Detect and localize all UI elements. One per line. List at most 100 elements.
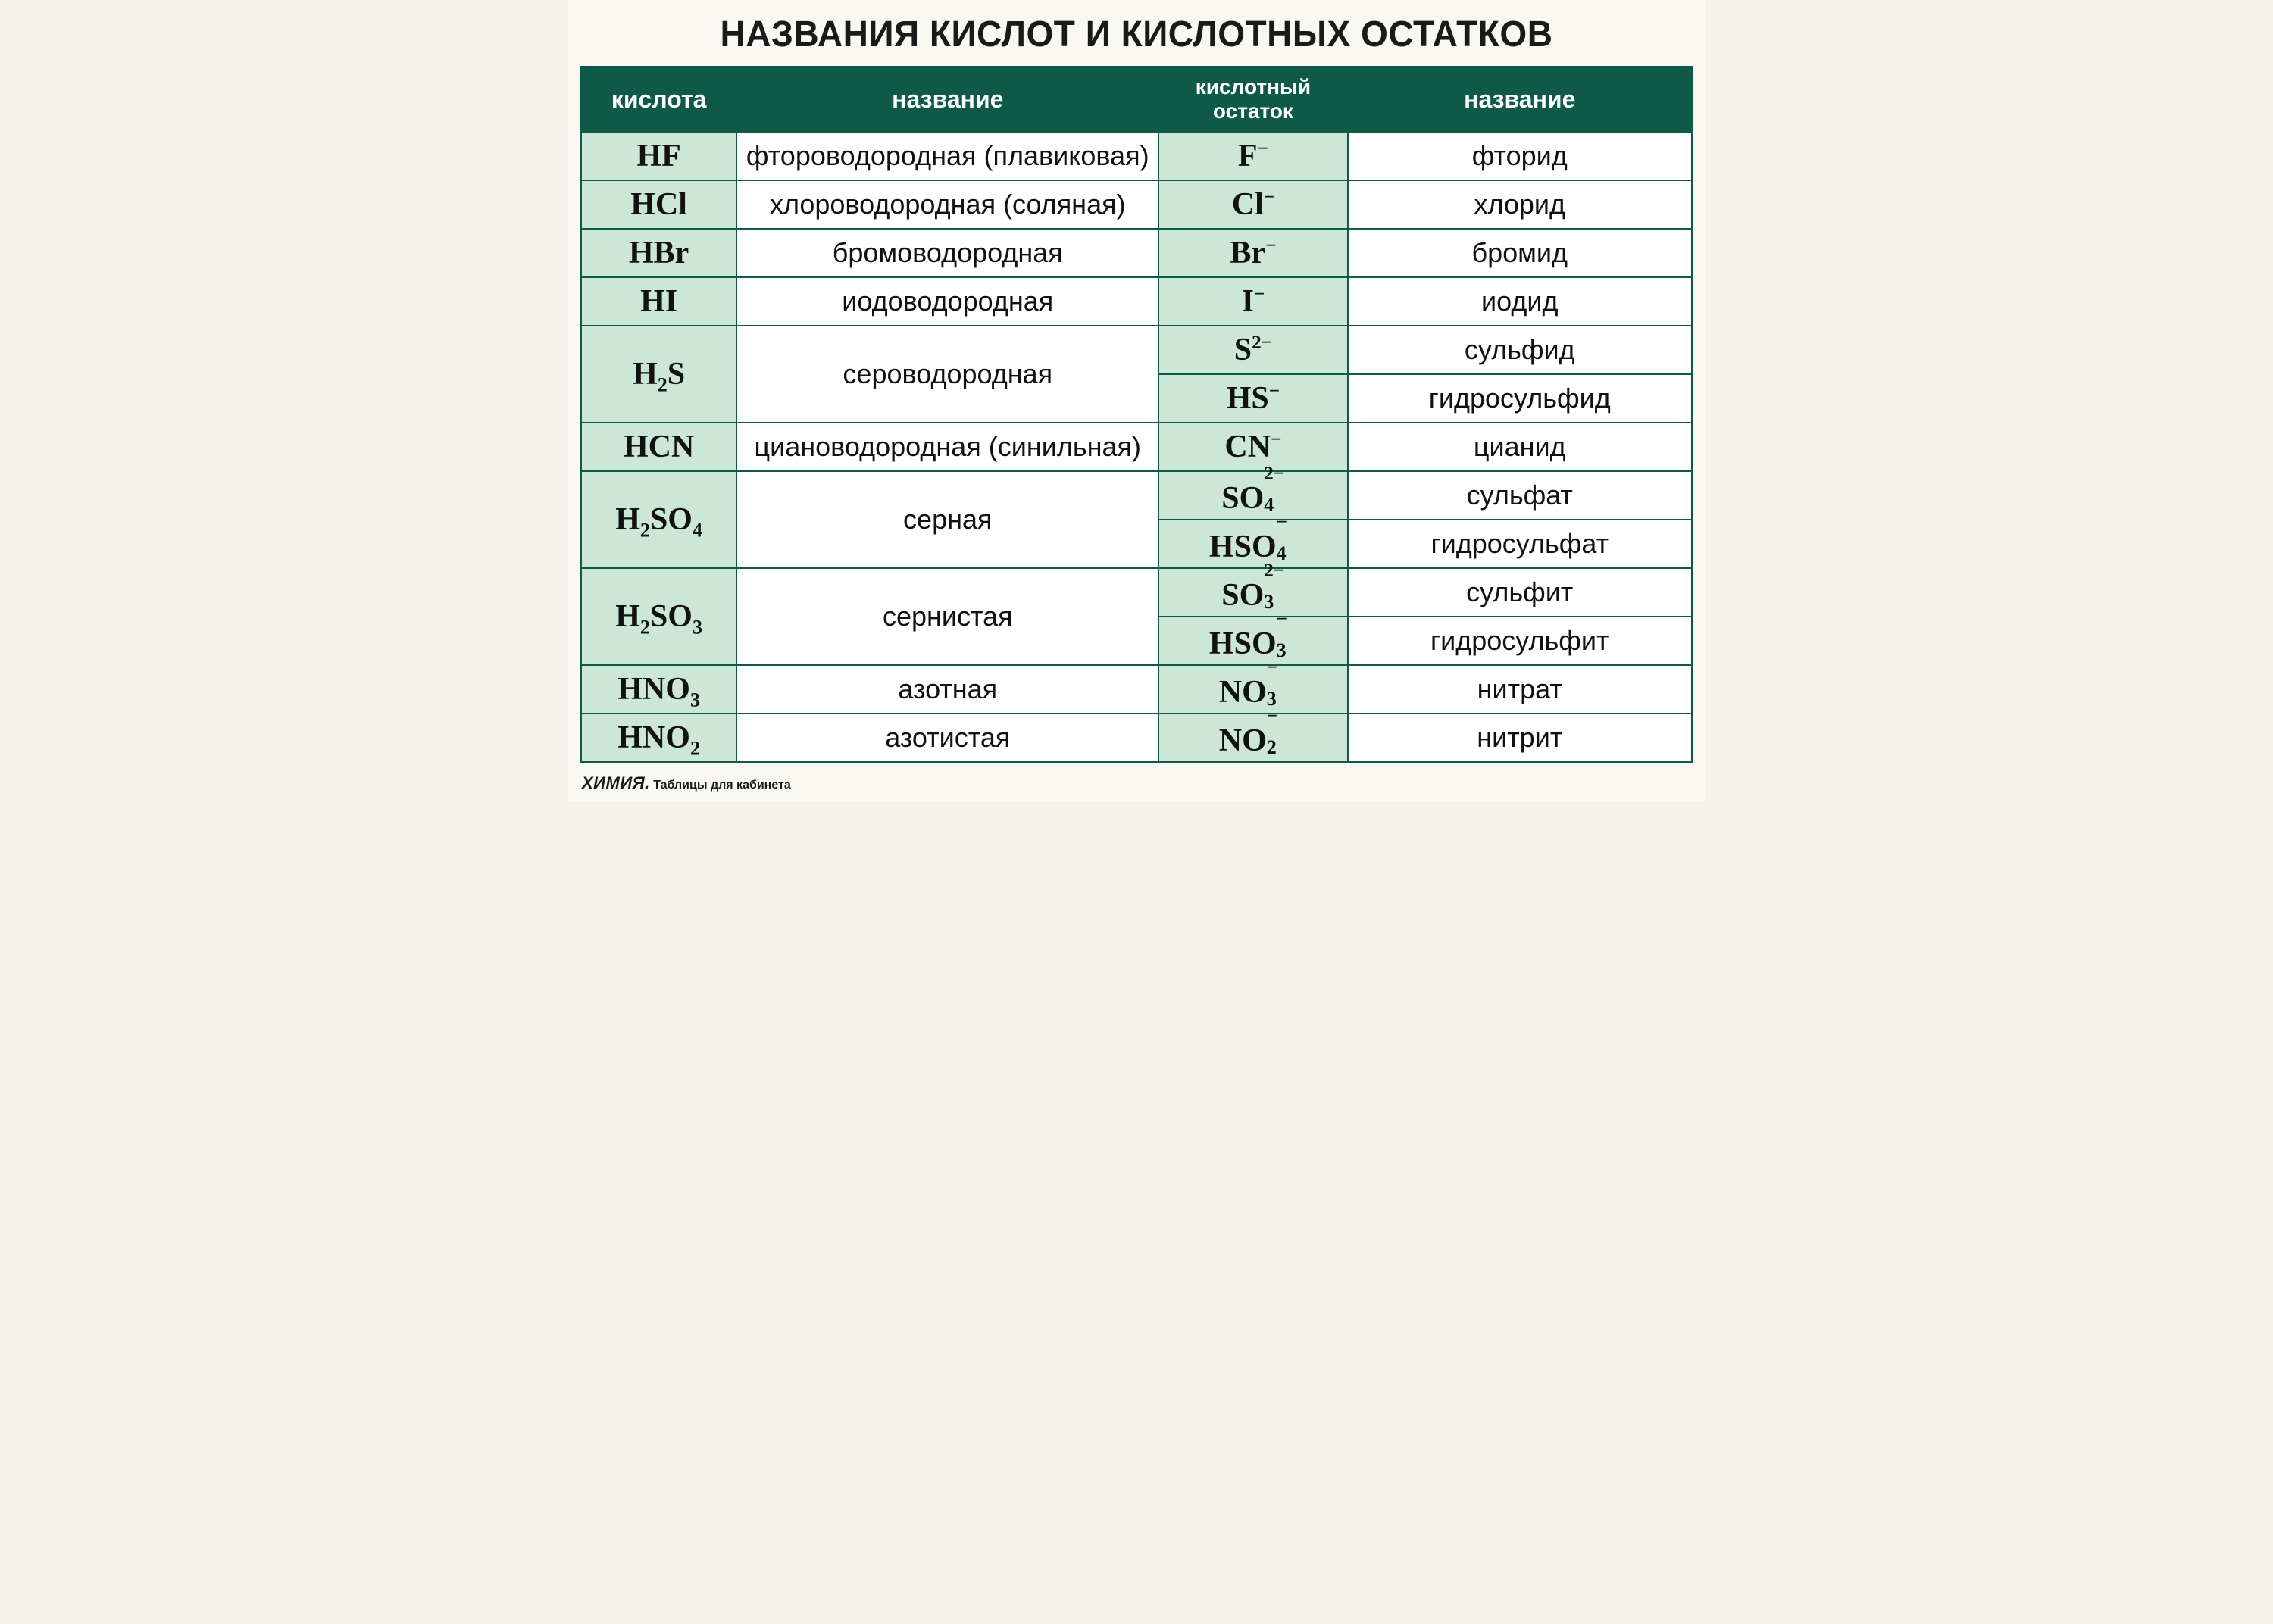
residue-name: нитрит (1477, 722, 1562, 753)
cell-acid-formula: HCN (581, 423, 736, 471)
acid-name: сероводородная (843, 358, 1052, 389)
residue-formula: NO−2 (1219, 719, 1287, 757)
cell-acid-name: сероводородная (736, 326, 1158, 423)
residue-name: гидросульфат (1430, 528, 1609, 559)
cell-acid-formula: HI (581, 277, 736, 326)
acid-formula: HNO3 (617, 673, 700, 705)
acid-formula: HNO2 (617, 722, 700, 754)
cell-acid-formula: H2SO3 (581, 568, 736, 665)
acid-name: азотистая (885, 722, 1010, 753)
acid-name: азотная (898, 673, 997, 704)
cell-residue-formula: I− (1158, 277, 1347, 326)
cell-residue-formula: F− (1158, 132, 1347, 180)
acid-name: серная (903, 504, 992, 535)
table-row: HI иодоводородная I− иодид (581, 277, 1692, 326)
footer-subtitle: Таблицы для кабинета (653, 779, 791, 792)
table-header-row: кислота название кислотный остаток назва… (581, 67, 1692, 132)
cell-residue-name: фторид (1348, 132, 1692, 180)
residue-formula: F− (1238, 140, 1268, 172)
cell-residue-name: гидросульфит (1348, 617, 1692, 665)
acid-name: сернистая (883, 601, 1013, 632)
acid-name: иодоводородная (842, 286, 1053, 317)
residue-formula: Br− (1230, 237, 1276, 269)
residue-name: сульфит (1466, 576, 1573, 607)
table-row: HNO2 азотистая NO−2 нитрит (581, 714, 1692, 762)
table-row: H2SO4сернаяSO2−4сульфат (581, 471, 1692, 520)
cell-residue-name: бромид (1348, 229, 1692, 277)
residue-name: сульфат (1467, 479, 1573, 511)
cell-acid-formula: HF (581, 132, 736, 180)
header-residue-name: название (1348, 67, 1692, 132)
residue-name: нитрат (1477, 673, 1562, 704)
acid-name: хлороводородная (соляная) (770, 189, 1126, 220)
cell-residue-formula: HSO−3 (1158, 617, 1347, 665)
cell-acid-name: сернистая (736, 568, 1158, 665)
cell-residue-name: цианид (1348, 423, 1692, 471)
cell-residue-name: нитрат (1348, 665, 1692, 714)
acids-table: кислота название кислотный остаток назва… (580, 66, 1693, 763)
acid-name: бромоводородная (833, 237, 1063, 268)
cell-residue-name: сульфат (1348, 471, 1692, 520)
cell-acid-formula: HNO2 (581, 714, 736, 762)
residue-formula: Cl− (1232, 189, 1274, 220)
table-row: HBr бромоводородная Br− бромид (581, 229, 1692, 277)
residue-name: цианид (1474, 431, 1566, 462)
acid-formula: HCN (624, 431, 694, 463)
poster: НАЗВАНИЯ КИСЛОТ И КИСЛОТНЫХ ОСТАТКОВ кис… (568, 0, 1705, 801)
cell-acid-formula: H2SO4 (581, 471, 736, 568)
residue-formula: NO−3 (1219, 670, 1287, 708)
cell-residue-formula: NO−3 (1158, 665, 1347, 714)
cell-residue-name: гидросульфат (1348, 520, 1692, 568)
residue-formula: CN− (1224, 431, 1281, 463)
cell-residue-formula: S2− (1158, 326, 1347, 374)
cell-residue-name: гидросульфид (1348, 374, 1692, 423)
cell-acid-formula: HBr (581, 229, 736, 277)
residue-formula: S2− (1234, 334, 1272, 366)
cell-residue-name: иодид (1348, 277, 1692, 326)
footer-brand: ХИМИЯ. (582, 773, 650, 792)
residue-name: фторид (1472, 140, 1568, 171)
acid-name: циановодородная (синильная) (755, 431, 1142, 462)
residue-name: сульфид (1465, 334, 1575, 365)
residue-name: хлорид (1474, 189, 1565, 220)
residue-formula: SO2−3 (1221, 573, 1284, 611)
residue-name: гидросульфит (1430, 625, 1609, 656)
residue-formula: SO2−4 (1221, 476, 1284, 514)
acid-formula: HCl (630, 189, 687, 220)
table-row: HF фтороводородная (плавиковая) F− фторид (581, 132, 1692, 180)
cell-residue-formula: HS− (1158, 374, 1347, 423)
header-acid-formula: кислота (581, 67, 736, 132)
cell-acid-name: циановодородная (синильная) (736, 423, 1158, 471)
footer: ХИМИЯ. Таблицы для кабинета (580, 770, 1693, 796)
cell-residue-formula: CN− (1158, 423, 1347, 471)
cell-acid-formula: HNO3 (581, 665, 736, 714)
residue-formula: I− (1242, 286, 1265, 317)
residue-name: бромид (1472, 237, 1568, 268)
cell-residue-formula: SO2−4 (1158, 471, 1347, 520)
cell-acid-name: азотная (736, 665, 1158, 714)
cell-acid-name: бромоводородная (736, 229, 1158, 277)
acid-formula: H2S (633, 358, 685, 390)
acid-name: фтороводородная (плавиковая) (746, 140, 1149, 171)
acid-formula: H2SO4 (615, 504, 702, 536)
residue-formula: HSO−3 (1209, 622, 1297, 660)
cell-acid-formula: HCl (581, 180, 736, 229)
page-title: НАЗВАНИЯ КИСЛОТ И КИСЛОТНЫХ ОСТАТКОВ (602, 14, 1670, 55)
acid-formula: HBr (629, 237, 689, 269)
cell-acid-name: фтороводородная (плавиковая) (736, 132, 1158, 180)
cell-residue-name: нитрит (1348, 714, 1692, 762)
table-body: HF фтороводородная (плавиковая) F− фторид HC… (581, 132, 1692, 762)
cell-residue-name: сульфит (1348, 568, 1692, 617)
cell-residue-formula: Br− (1158, 229, 1347, 277)
residue-name: гидросульфид (1429, 383, 1611, 414)
cell-residue-formula: SO2−3 (1158, 568, 1347, 617)
cell-residue-formula: NO−2 (1158, 714, 1347, 762)
residue-name: иодид (1481, 286, 1558, 317)
cell-acid-name: иодоводородная (736, 277, 1158, 326)
table-row: HCl хлороводородная (соляная) Cl− хлорид (581, 180, 1692, 229)
cell-residue-name: хлорид (1348, 180, 1692, 229)
residue-formula: HS− (1227, 383, 1280, 414)
header-acid-name: название (736, 67, 1158, 132)
cell-residue-formula: Cl− (1158, 180, 1347, 229)
cell-residue-name: сульфид (1348, 326, 1692, 374)
